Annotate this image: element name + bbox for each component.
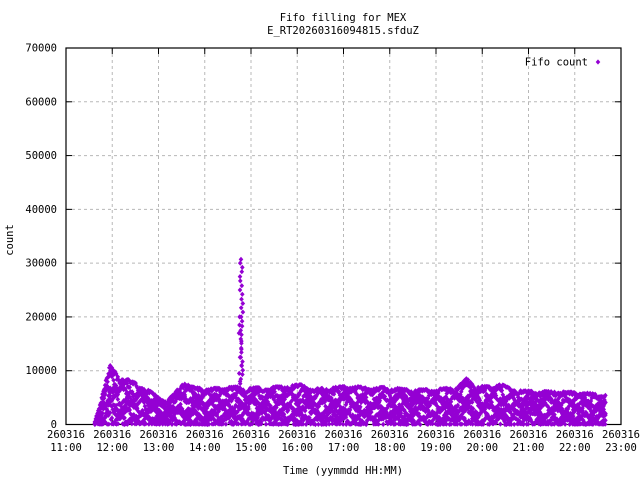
x-tick-date: 260316 xyxy=(602,429,640,441)
x-tick-time: 20:00 xyxy=(466,442,498,454)
x-tick-time: 12:00 xyxy=(96,442,128,454)
y-tick-label: 40000 xyxy=(25,204,57,216)
x-tick-labels: 26031611:0026031612:0026031613:002603161… xyxy=(47,429,640,454)
x-tick-date: 260316 xyxy=(278,429,316,441)
legend-label: Fifo count xyxy=(525,57,588,69)
x-tick-time: 23:00 xyxy=(605,442,637,454)
x-tick-time: 16:00 xyxy=(281,442,313,454)
x-tick-date: 260316 xyxy=(186,429,224,441)
x-tick-time: 22:00 xyxy=(559,442,591,454)
chart-title: Fifo filling for MEX xyxy=(280,12,407,24)
x-tick-date: 260316 xyxy=(140,429,178,441)
x-tick-date: 260316 xyxy=(93,429,131,441)
x-tick-time: 18:00 xyxy=(374,442,406,454)
x-tick-time: 21:00 xyxy=(513,442,545,454)
x-tick-date: 260316 xyxy=(417,429,455,441)
x-tick-date: 260316 xyxy=(232,429,270,441)
y-tick-label: 0 xyxy=(51,419,57,431)
legend-diamond-marker xyxy=(595,59,601,65)
y-axis-label: count xyxy=(4,224,16,256)
y-tick-label: 20000 xyxy=(25,311,57,323)
x-tick-time: 15:00 xyxy=(235,442,267,454)
x-tick-time: 19:00 xyxy=(420,442,452,454)
chart-subtitle: E_RT20260316094815.sfduZ xyxy=(267,25,419,37)
fifo-count-data-points xyxy=(92,363,608,428)
y-tick-labels: 0 10000 20000 30000 40000 50000 60000 70000 xyxy=(25,43,57,432)
y-tick-label: 10000 xyxy=(25,365,57,377)
x-tick-time: 13:00 xyxy=(143,442,175,454)
x-axis-label: Time (yymmdd HH:MM) xyxy=(283,465,403,477)
x-tick-date: 260316 xyxy=(371,429,409,441)
y-tick-label: 70000 xyxy=(25,43,57,55)
y-tick-label: 60000 xyxy=(25,96,57,108)
x-tick-date: 260316 xyxy=(510,429,548,441)
x-tick-date: 260316 xyxy=(47,429,85,441)
x-tick-time: 17:00 xyxy=(328,442,360,454)
y-tick-label: 30000 xyxy=(25,258,57,270)
x-tick-date: 260316 xyxy=(325,429,363,441)
x-tick-date: 260316 xyxy=(463,429,501,441)
x-tick-date: 260316 xyxy=(556,429,594,441)
x-tick-time: 11:00 xyxy=(50,442,82,454)
fifo-spike-data-points xyxy=(236,256,246,387)
gridlines xyxy=(66,48,621,425)
x-tick-time: 14:00 xyxy=(189,442,221,454)
y-tick-label: 50000 xyxy=(25,150,57,162)
